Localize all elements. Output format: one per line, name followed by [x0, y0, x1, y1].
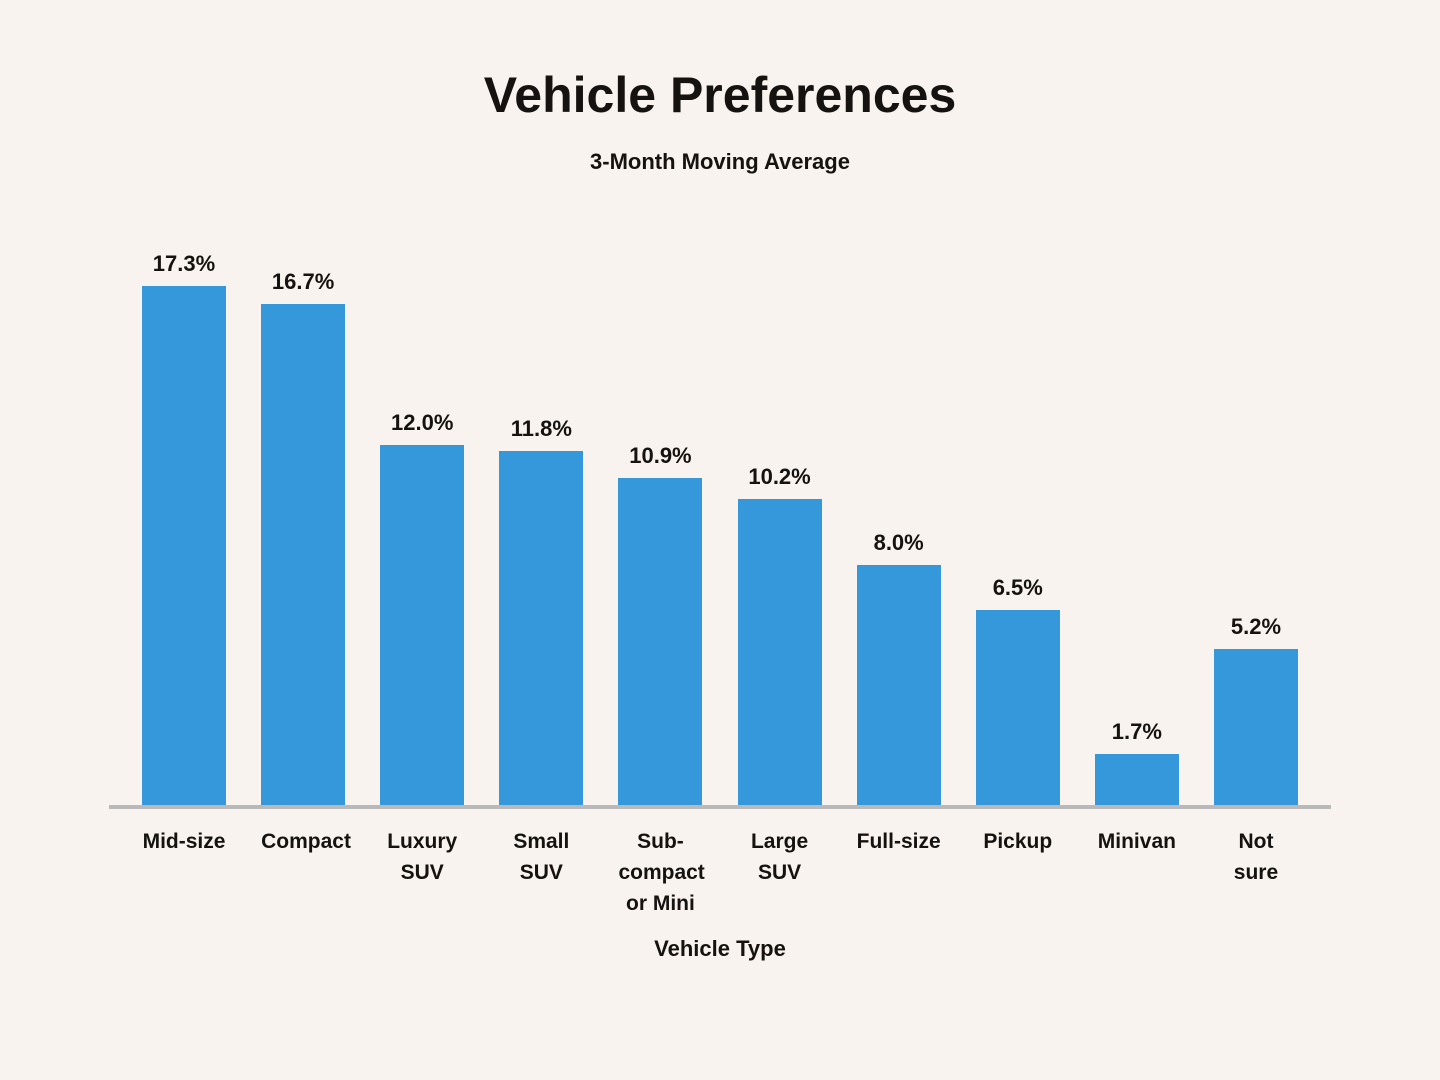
- bar-small-suv: [499, 451, 584, 805]
- x-axis-label-full-size: Full-size: [856, 830, 941, 853]
- bar-value-label-small-suv: 11.8%: [510, 416, 572, 441]
- bar-group-mid-size: 17.3%: [142, 251, 226, 805]
- chart-subtitle: 3-Month Moving Average: [590, 149, 850, 174]
- bar-full-size: [856, 565, 941, 805]
- bar-compact: [261, 304, 346, 805]
- bar-pickup: [975, 610, 1060, 805]
- x-axis-label-large-suv: Large SUV: [750, 830, 809, 884]
- x-axis-label-luxury-suv: Luxury SUV: [387, 830, 458, 884]
- x-axis-label-pickup: Pickup: [983, 830, 1053, 853]
- bar-group-large-suv: 10.2%: [737, 464, 822, 805]
- bar-group-small-suv: 11.8%: [499, 416, 584, 805]
- bar-mid-size: [142, 286, 226, 805]
- bar-value-label-luxury-suv: 12.0%: [391, 410, 454, 435]
- x-axis-label-compact: Compact: [261, 830, 351, 853]
- bar-group-pickup: 6.5%: [975, 575, 1060, 805]
- chart-title: Vehicle Preferences: [483, 67, 957, 123]
- bar-value-label-large-suv: 10.2%: [748, 464, 811, 489]
- bar-value-label-not-sure: 5.2%: [1230, 614, 1282, 639]
- x-axis-label-minivan: Minivan: [1097, 830, 1176, 853]
- x-axis-label-not-sure: Not sure: [1233, 830, 1279, 884]
- bar-group-sub-compact-or-mini: 10.9%: [618, 443, 703, 805]
- plot-area: 17.3% 16.7% 12.0% 11.8% 10.9% 10.2% 8.0% 6.5% 1.…: [109, 235, 1331, 809]
- bar-chart: 17.3% 16.7% 12.0% 11.8% 10.9% 10.2% 8.0% 6.5% 1.…: [109, 235, 1331, 962]
- x-axis-labels: Mid-size Compact Luxury SUV Small SUV Sub- c…: [109, 826, 1331, 922]
- bar-value-label-minivan: 1.7%: [1111, 719, 1162, 744]
- x-axis-title: Vehicle Type: [654, 936, 786, 961]
- bar-not-sure: [1213, 649, 1298, 805]
- x-axis-label-mid-size: Mid-size: [142, 830, 226, 853]
- bar-group-compact: 16.7%: [261, 269, 346, 805]
- bar-luxury-suv: [380, 445, 465, 805]
- bar-group-minivan: 1.7%: [1094, 719, 1179, 805]
- bar-minivan: [1094, 754, 1179, 805]
- x-axis-label-sub-compact-or-mini: Sub- compact or Mini: [618, 830, 705, 915]
- bar-value-label-sub-compact-or-mini: 10.9%: [629, 443, 692, 468]
- bar-value-label-full-size: 8.0%: [873, 530, 924, 555]
- bar-group-luxury-suv: 12.0%: [380, 410, 465, 805]
- bar-sub-compact-or-mini: [618, 478, 703, 805]
- x-axis-label-small-suv: Small SUV: [513, 830, 570, 884]
- bar-value-label-mid-size: 17.3%: [152, 251, 216, 276]
- bar-large-suv: [737, 499, 822, 805]
- bar-group-not-sure: 5.2%: [1213, 614, 1298, 805]
- title-block: Vehicle Preferences 3-Month Moving Avera…: [0, 0, 1440, 175]
- bar-value-label-compact: 16.7%: [271, 269, 335, 294]
- bar-group-full-size: 8.0%: [856, 530, 941, 805]
- bar-value-label-pickup: 6.5%: [992, 575, 1043, 600]
